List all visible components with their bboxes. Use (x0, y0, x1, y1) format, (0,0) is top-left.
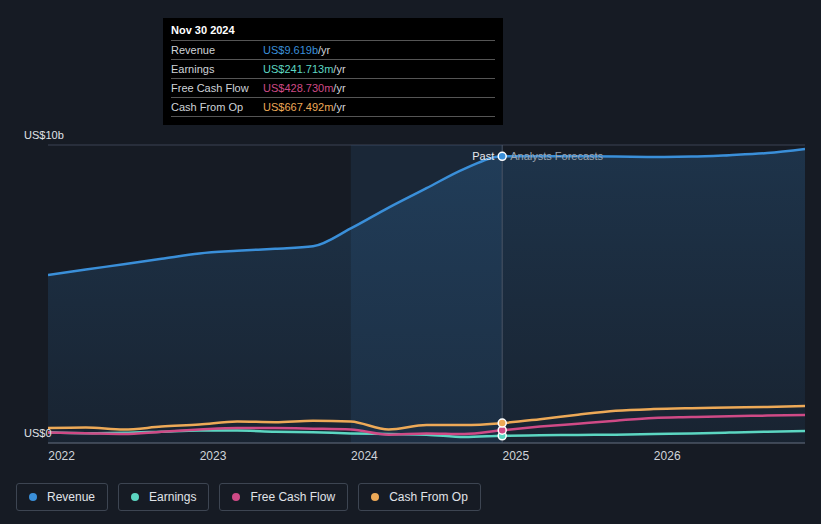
svg-text:2024: 2024 (351, 449, 378, 463)
svg-text:Analysts Forecasts: Analysts Forecasts (510, 150, 603, 162)
html-text:Free Cash Flow: Free Cash Flow (250, 490, 336, 504)
html-text:Revenue: Revenue (171, 44, 215, 56)
html-text:US$428.730m /yr: US$428.730m /yr (263, 82, 346, 94)
html-text:US$241.713m /yr: US$241.713m /yr (263, 63, 346, 75)
svg-text:US$0: US$0 (24, 427, 52, 439)
html-text:Earnings: Earnings (149, 490, 197, 504)
svg-text:2023: 2023 (200, 449, 227, 463)
svg-text:2025: 2025 (502, 449, 529, 463)
svg-text:US$10b: US$10b (24, 129, 64, 141)
html-text:US$9.619b /yr: US$9.619b /yr (263, 44, 331, 56)
html-text:Cash From Op: Cash From Op (171, 101, 244, 113)
svg-text:2026: 2026 (654, 449, 681, 463)
html-text:Earnings: Earnings (171, 63, 215, 75)
html-text:Free Cash Flow: Free Cash Flow (171, 82, 249, 94)
html-text:US$667.492m /yr: US$667.492m /yr (263, 101, 346, 113)
html-text:Nov 30 2024: Nov 30 2024 (171, 24, 235, 36)
html-text:Revenue: Revenue (47, 490, 95, 504)
html-text:Cash From Op: Cash From Op (389, 490, 468, 504)
svg-text:Past: Past (472, 150, 494, 162)
svg-text:2022: 2022 (48, 449, 75, 463)
